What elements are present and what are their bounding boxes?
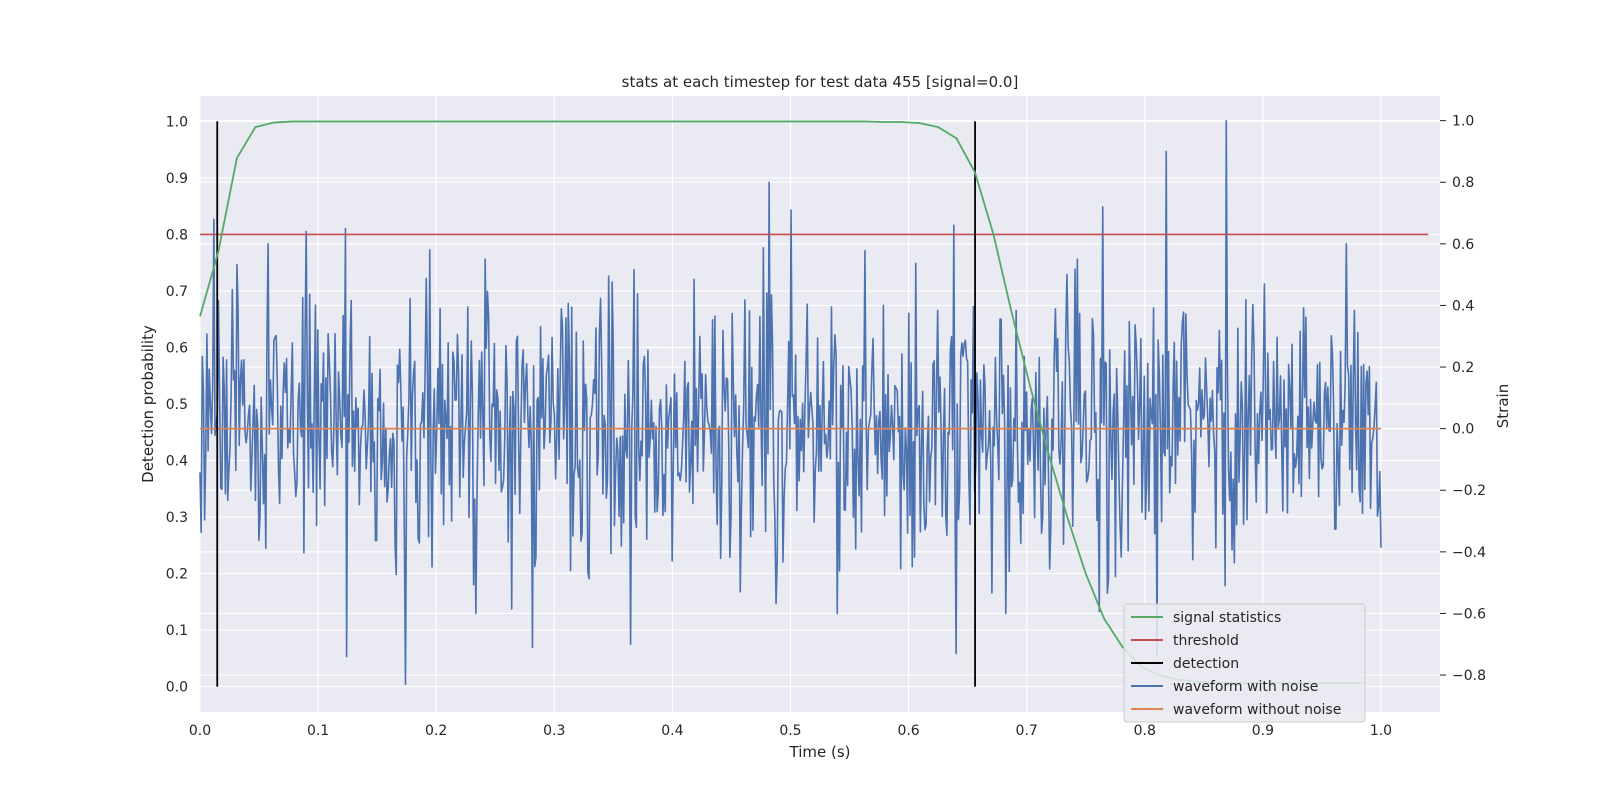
x-tick-label: 0.5: [779, 723, 801, 739]
y-right-tick-label: 0.0: [1452, 422, 1474, 438]
ticks: 0.0 0.1 0.2 0.3 0.4 0.5 0.6 0.7 0.8 0.9 1.0 0.0 0.1 0…: [166, 114, 1486, 739]
y-right-tick-label: −0.8: [1452, 668, 1486, 684]
x-tick-label: 0.8: [1134, 723, 1156, 739]
x-tick-label: 1.0: [1370, 723, 1392, 739]
y-right-tick-label: −0.4: [1452, 545, 1486, 561]
y-right-tick-label: 0.4: [1452, 298, 1474, 314]
y-axis-label-right: Strain: [1494, 384, 1512, 428]
x-tick-label: 0.3: [543, 723, 565, 739]
x-tick-label: 0.2: [425, 723, 447, 739]
y-left-tick-label: 0.7: [166, 284, 188, 300]
x-axis-label: Time (s): [789, 743, 851, 761]
y-right-tick-label: 0.8: [1452, 175, 1474, 191]
y-left-tick-label: 0.0: [166, 680, 188, 696]
y-left-tick-label: 0.8: [166, 227, 188, 243]
y-right-tick-label: 0.2: [1452, 360, 1474, 376]
x-tick-label: 0.1: [307, 723, 329, 739]
legend-label-threshold: threshold: [1173, 633, 1239, 649]
y-left-tick-label: 1.0: [166, 114, 188, 130]
y-right-tick-label: −0.6: [1452, 606, 1486, 622]
x-tick-label: 0.0: [189, 723, 211, 739]
series-waveform-with-noise-group: [199, 119, 1382, 686]
y-left-tick-label: 0.5: [166, 397, 188, 413]
y-left-tick-label: 0.4: [166, 454, 188, 470]
y-left-tick-label: 0.1: [166, 623, 188, 639]
y-left-tick-label: 0.2: [166, 567, 188, 583]
y-left-tick-label: 0.9: [166, 171, 188, 187]
x-tick-label: 0.6: [897, 723, 919, 739]
x-tick-label: 0.4: [661, 723, 683, 739]
chart-title: stats at each timestep for test data 455…: [622, 73, 1019, 91]
y-left-tick-label: 0.3: [166, 510, 188, 526]
series-waveform-with-noise: [199, 119, 1382, 686]
legend-label-detection: detection: [1173, 656, 1239, 672]
x-tick-label: 0.9: [1252, 723, 1274, 739]
legend: signal statistics threshold detection wa…: [1123, 603, 1366, 723]
x-tick-label: 0.7: [1016, 723, 1038, 739]
y-right-tick-label: 1.0: [1452, 114, 1474, 130]
legend-label-waveform-without-noise: waveform without noise: [1173, 702, 1341, 718]
y-right-tick-label: 0.6: [1452, 237, 1474, 253]
y-axis-label-left: Detection probability: [139, 325, 157, 483]
y-left-tick-label: 0.6: [166, 340, 188, 356]
y-right-tick-label: −0.2: [1452, 483, 1486, 499]
legend-label-signal-statistics: signal statistics: [1173, 610, 1281, 626]
legend-label-waveform-with-noise: waveform with noise: [1173, 679, 1318, 695]
legend-box: [1123, 603, 1366, 723]
